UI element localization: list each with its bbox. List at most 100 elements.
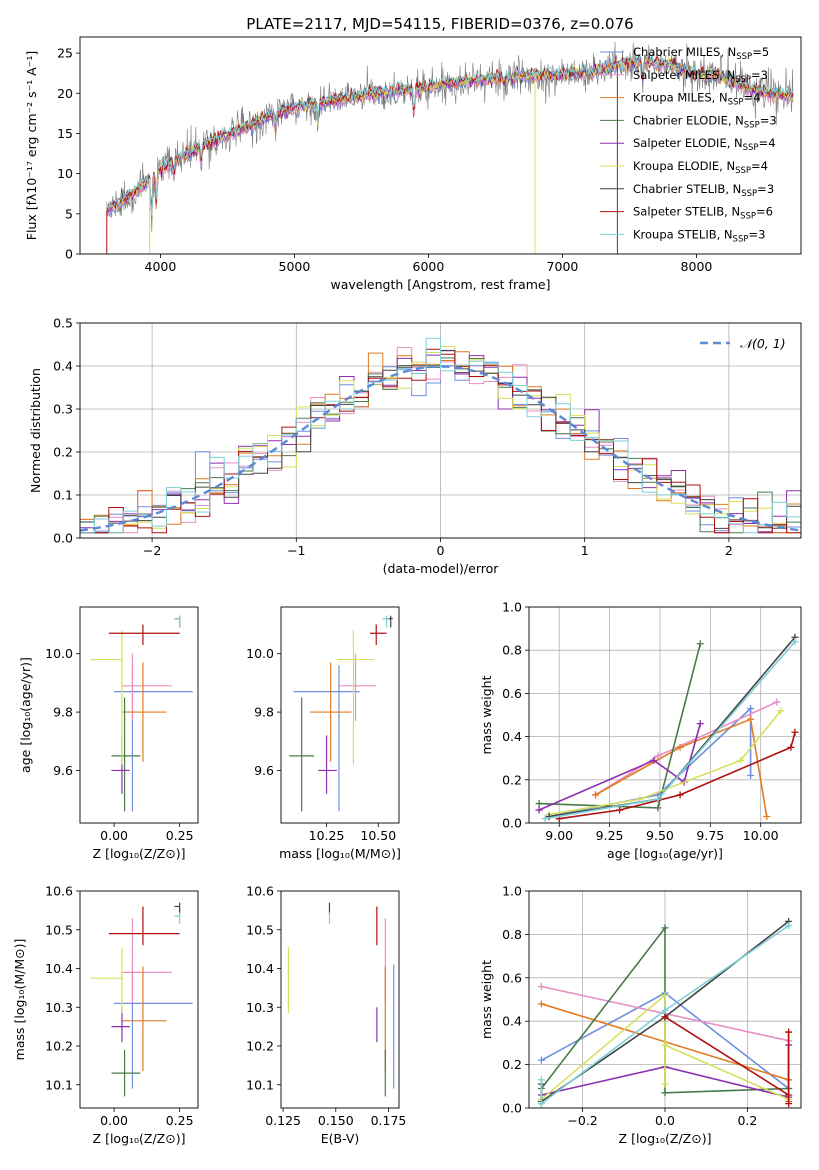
y-tick-label: 10.5 [246,922,274,937]
y-tick-label: 0.4 [502,1014,522,1029]
weight-series-line [539,643,702,809]
weight-marker [777,707,785,715]
errorbar-point [336,630,375,765]
weight-marker [591,791,599,799]
weight-series-line [540,925,790,1106]
y-tick-label: 10.3 [246,1000,274,1015]
weight-marker [696,720,704,728]
y-tick-label: 20 [57,86,73,101]
errorbar-point [293,665,360,812]
y-tick-label: 0.6 [502,686,522,701]
errorbar-point [111,1049,141,1097]
mass-vs-metallicity-panel: 0.00 0.25 10.1 10.2 10.3 10.4 10.5 10.6 Z [log₁₀… [12,884,199,1146]
errorbar-point [111,1007,130,1043]
x-tick-label: −2 [143,543,161,558]
x-tick-label: 8000 [681,259,713,274]
x-tick-label: 9.00 [545,828,573,843]
errorbar-point [338,653,377,721]
y-tick-label: 9.8 [254,705,274,720]
y-tick-label: 10.0 [246,646,274,661]
errorbar-point [174,615,181,628]
x-tick-label: 10.00 [743,828,779,843]
legend-entry: Kroupa STELIB, NSSP=3 [633,227,765,244]
y-tick-label: 0.2 [502,1057,522,1072]
legend-entry: Salpeter STELIB, NSSP=6 [633,205,773,222]
axes-frame [79,606,199,824]
weight-series-line [548,710,782,816]
errorbar-point [174,912,181,924]
x-tick-label: 0.150 [318,1113,354,1128]
weight-marker [537,1100,545,1108]
errorbar-point [174,615,181,628]
errorbar-point [386,615,393,628]
x-tick-label: 4000 [145,259,177,274]
x-tick-label: 2 [725,543,733,558]
y-axis-label: Normed distribution [28,368,43,493]
residuals-histogram-panel: −2 −1 0 1 2 0.0 0.1 0.2 0.3 0.4 0.5 (data-model)/er… [28,316,802,576]
x-tick-label: −1 [287,543,305,558]
weight-marker [535,800,543,808]
figure-title: PLATE=2117, MJD=54115, FIBERID=0376, z=0… [246,15,633,33]
weight-marker [737,756,745,764]
weight-marker [785,1091,793,1099]
x-tick-label: 0.25 [166,1113,194,1128]
errorbar-point [370,624,387,645]
legend-entry: Kroupa ELODIE, NSSP=4 [633,159,768,176]
y-tick-label: 10.6 [246,884,274,899]
weight-series-line [664,1016,790,1104]
y-tick-label: 10.3 [45,1000,73,1015]
errorbar-point [111,735,130,794]
y-axis-label: mass [log₁₀(M/M⊙)] [12,939,27,1061]
errorbar-point [121,653,172,721]
y-tick-label: 10.1 [246,1077,274,1092]
x-tick-label: 1 [581,543,589,558]
weight-marker [791,638,799,646]
y-tick-label: 0.4 [502,729,522,744]
weight-marker [676,743,684,751]
weight-marker [654,752,662,760]
normal-distribution-curve [80,365,801,532]
y-tick-label: 1.0 [502,600,522,615]
weight-marker [535,806,543,814]
y-tick-label: 0 [65,247,73,262]
axes-frame [528,606,802,824]
x-axis-label: wavelength [Angstrom, rest frame] [330,277,550,292]
errorbar-point [309,662,352,762]
y-tick-label: 0.2 [53,445,73,460]
weight-marker [537,982,545,990]
weight-vs-age-panel: 9.00 9.25 9.50 9.75 10.00 0.0 0.2 0.4 0.6 0.8 1.0 a… [479,600,802,861]
x-tick-label: 9.50 [646,828,674,843]
x-tick-label: 9.75 [696,828,724,843]
weight-vs-metallicity-panel: −0.2 0.0 0.2 0.0 0.2 0.4 0.6 0.8 1.0 Z [log₁₀(Z/Z… [479,884,802,1146]
y-axis-label: mass weight [479,675,494,754]
x-axis-label: age [log₁₀(age/yr)] [607,846,723,861]
weight-series-line [538,723,702,811]
y-tick-label: 0.3 [53,402,73,417]
legend-entry: Salpeter MILES, NSSP=3 [633,68,768,85]
x-axis-label: E(B-V) [321,1131,360,1146]
weight-marker [785,922,793,930]
legend-entry: Chabrier ELODIE, NSSP=3 [633,113,777,130]
weight-marker [747,771,755,779]
y-tick-label: 9.8 [53,705,73,720]
errorbar-point [382,615,389,628]
weight-marker [545,813,553,821]
x-tick-label: 9.25 [596,828,624,843]
axes-frame [79,322,802,539]
x-tick-label: 7000 [547,259,579,274]
plot-area [287,902,395,1097]
x-tick-label: 0.0 [655,1113,675,1128]
y-tick-label: 9.6 [53,763,73,778]
weight-marker [654,795,662,803]
weight-marker [661,1089,669,1097]
x-axis-label: Z [log₁₀(Z/Z⊙)] [93,846,186,861]
plot-area [90,615,193,812]
y-tick-label: 10.4 [45,961,73,976]
plot-area [106,41,794,254]
y-tick-label: 10.1 [45,1077,73,1092]
weight-marker [661,991,669,999]
x-tick-label: 0.25 [166,828,194,843]
errorbar-point [108,624,180,645]
weight-marker [747,705,755,713]
weight-marker [785,1028,793,1036]
